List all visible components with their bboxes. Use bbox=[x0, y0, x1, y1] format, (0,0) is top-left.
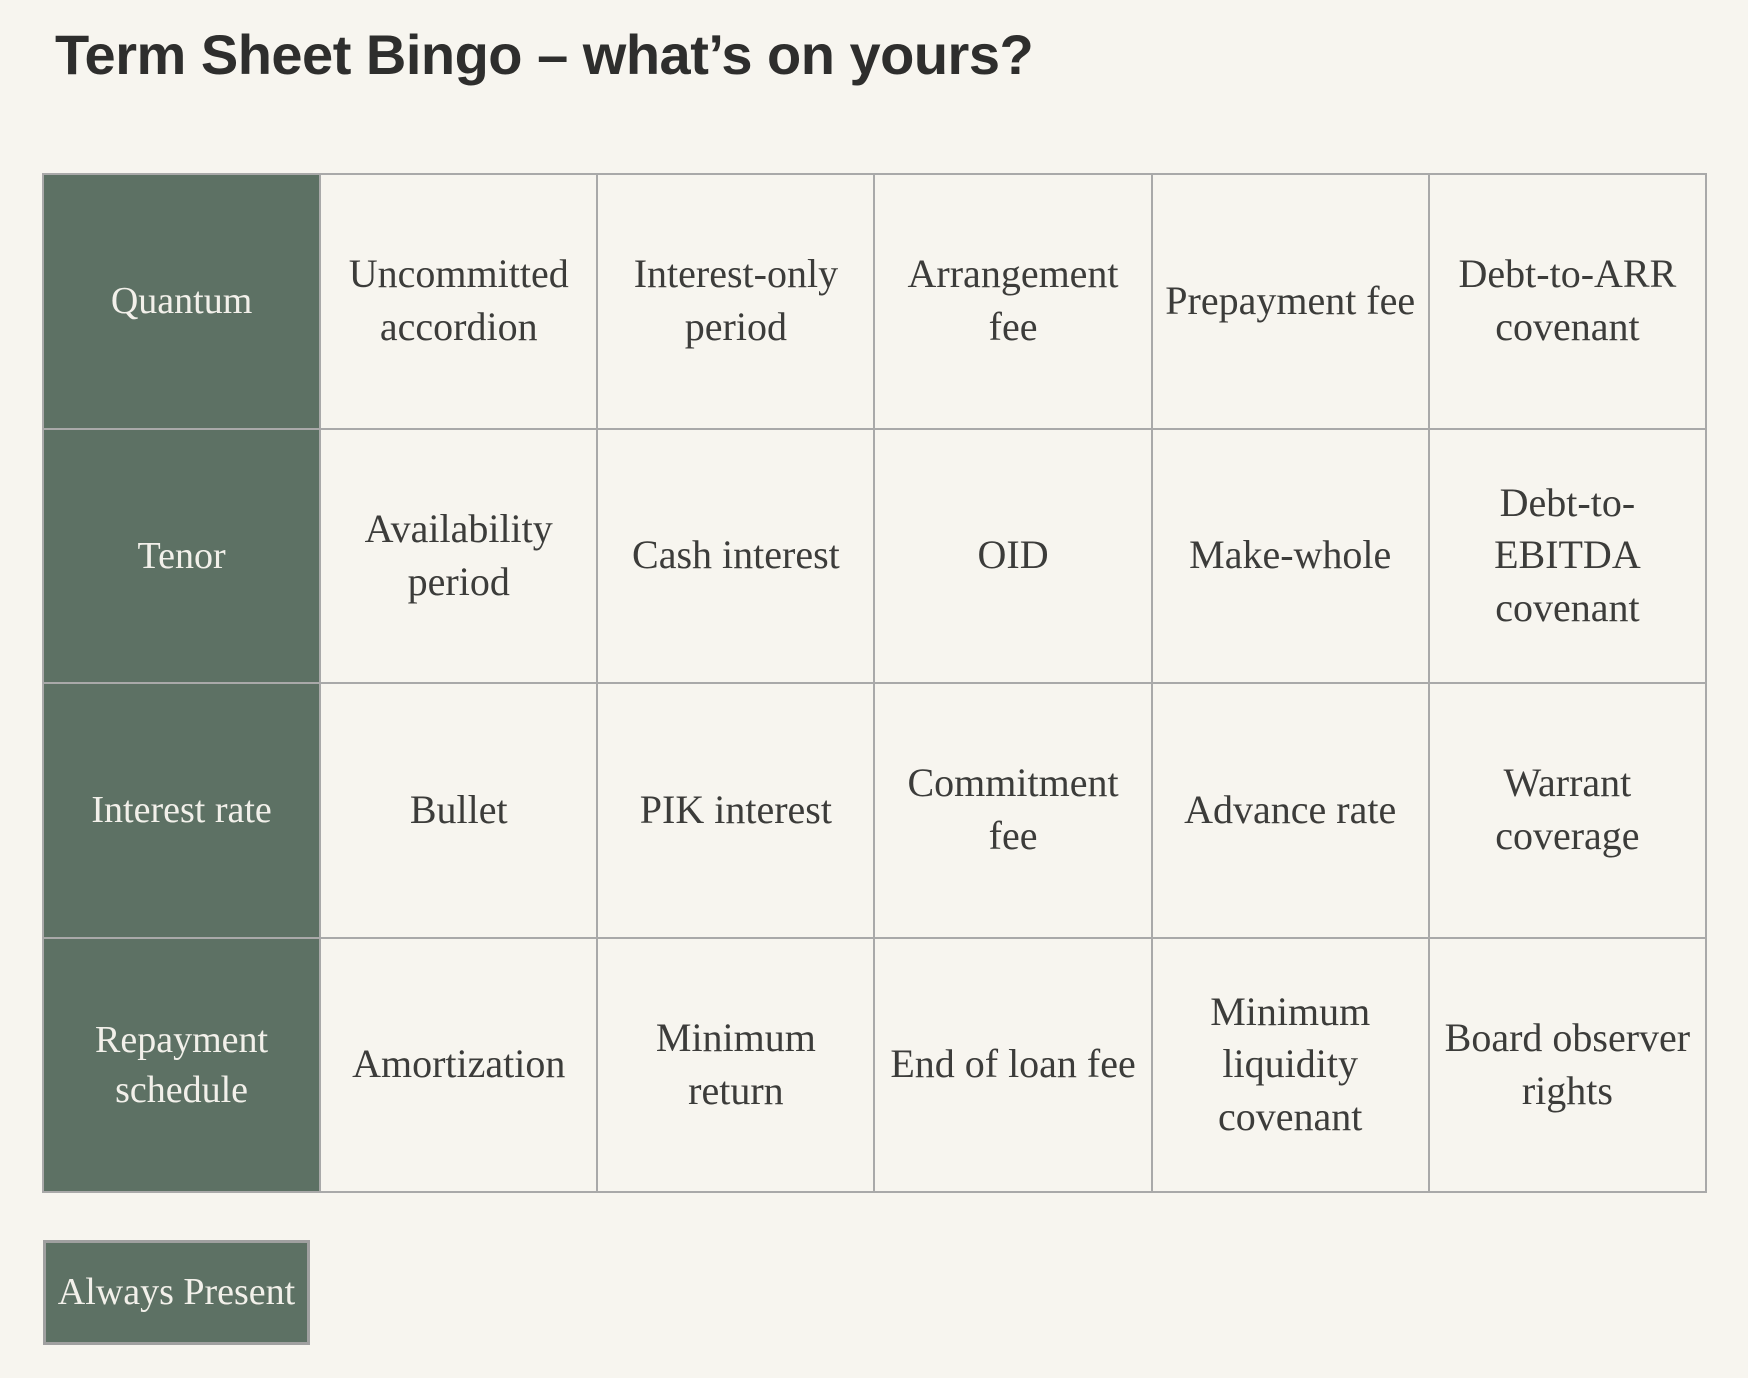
table-row: Interest rate Bullet PIK interest Commit… bbox=[41, 682, 1708, 939]
bingo-cell: Minimum liquidity covenant bbox=[1150, 936, 1430, 1193]
bingo-cell: Warrant coverage bbox=[1427, 682, 1708, 939]
bingo-cell: PIK interest bbox=[596, 682, 876, 939]
table-row: Repayment schedule Amortization Minimum … bbox=[41, 936, 1708, 1193]
row-header-quantum: Quantum bbox=[41, 173, 322, 430]
bingo-cell: Minimum return bbox=[596, 936, 876, 1193]
bingo-cell: Prepayment fee bbox=[1150, 173, 1430, 430]
bingo-cell: Advance rate bbox=[1150, 682, 1430, 939]
bingo-cell: Cash interest bbox=[596, 427, 876, 684]
bingo-cell: OID bbox=[873, 427, 1153, 684]
bingo-cell: End of loan fee bbox=[873, 936, 1153, 1193]
table-row: Quantum Uncommitted accordion Interest-o… bbox=[41, 173, 1708, 430]
bingo-cell: Uncommitted accordion bbox=[319, 173, 599, 430]
page-title: Term Sheet Bingo – what’s on yours? bbox=[55, 23, 1034, 86]
row-header-interest-rate: Interest rate bbox=[41, 682, 322, 939]
bingo-cell: Debt-to-ARR covenant bbox=[1427, 173, 1708, 430]
bingo-cell: Board observer rights bbox=[1427, 936, 1708, 1193]
legend-always-present: Always Present bbox=[43, 1240, 310, 1345]
bingo-cell: Interest-only period bbox=[596, 173, 876, 430]
bingo-cell: Amortization bbox=[319, 936, 599, 1193]
bingo-cell: Availability period bbox=[319, 427, 599, 684]
bingo-cell: Make-whole bbox=[1150, 427, 1430, 684]
bingo-cell: Debt-to-EBITDA covenant bbox=[1427, 427, 1708, 684]
row-header-repayment-schedule: Repayment schedule bbox=[41, 936, 322, 1193]
bingo-cell: Arrangement fee bbox=[873, 173, 1153, 430]
bingo-cell: Bullet bbox=[319, 682, 599, 939]
bingo-cell: Commitment fee bbox=[873, 682, 1153, 939]
table-row: Tenor Availability period Cash interest … bbox=[41, 427, 1708, 684]
bingo-table: Quantum Uncommitted accordion Interest-o… bbox=[41, 173, 1708, 1193]
row-header-tenor: Tenor bbox=[41, 427, 322, 684]
